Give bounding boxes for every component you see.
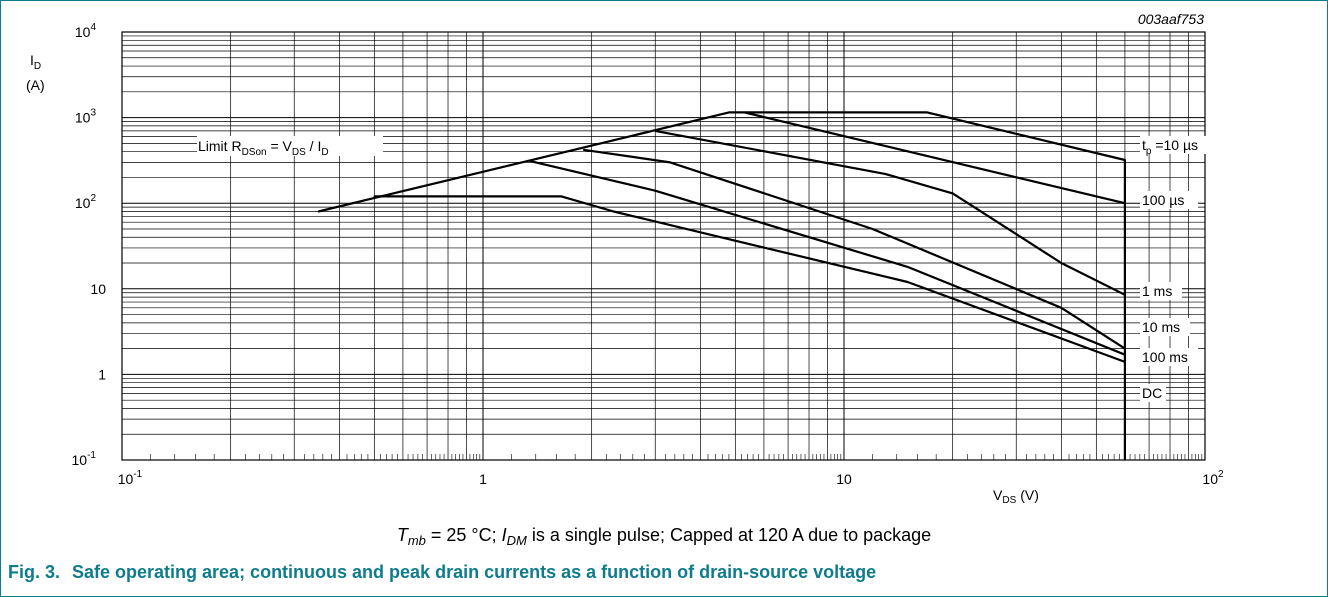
soa-curve-5 [529, 160, 1126, 356]
curve-point [884, 173, 886, 175]
figure-title: Fig. 3. Safe operating area; continuous a… [8, 562, 876, 583]
curve-point [1060, 306, 1063, 309]
plot-border [121, 31, 1206, 461]
y-axis-label: ID [30, 52, 41, 72]
curve-point [529, 160, 531, 162]
curve-label-bg [1140, 318, 1190, 336]
curve-point [560, 195, 563, 198]
curve-point [1124, 202, 1126, 204]
curve-point [373, 195, 376, 198]
curve-label: DC [1142, 385, 1162, 401]
curve-point [317, 210, 320, 213]
curve-point [1124, 347, 1126, 350]
y-tick-label: 10 [90, 281, 106, 297]
figure-title-text: Safe operating area; continuous and peak… [72, 562, 877, 582]
curve-label: 100 µs [1142, 192, 1184, 208]
curve-point [1124, 294, 1126, 296]
curve-label-bg [1140, 384, 1166, 402]
curve-point [743, 111, 746, 114]
soa-curve-2 [744, 111, 1126, 205]
curve-label: 100 ms [1142, 349, 1188, 365]
chart-caption: Tmb = 25 °C; IDM is a single pulse; Capp… [396, 525, 932, 548]
figure-code: 003aaf753 [1138, 11, 1204, 27]
curve-label: 1 ms [1142, 283, 1172, 299]
curve-label: 10 ms [1142, 319, 1180, 335]
soa-curve-6 [374, 195, 1126, 363]
x-tick-label: 1 [479, 471, 487, 487]
y-tick-label: 102 [75, 193, 97, 211]
curve-labels: tp =10 µs 100 µs 1 ms 10 ms 100 ms DC [1140, 136, 1214, 402]
curve-point [1060, 262, 1063, 264]
curve-point [1124, 361, 1126, 363]
curve-point [906, 281, 909, 283]
curve-point [1124, 459, 1126, 461]
x-tick-label: 102 [1202, 469, 1224, 487]
x-tick-label: 10 [836, 471, 852, 487]
x-tick-label: 10-1 [118, 469, 143, 487]
soa-curve-4 [583, 148, 1126, 350]
curve-point [1124, 353, 1126, 356]
figure-number: Fig. 3. [8, 562, 61, 582]
curve-label-bg [1140, 191, 1198, 209]
limit-rdson-annotation: Limit RDSon = VDS / ID [198, 138, 329, 158]
y-tick-labels: 10-1 1 10 102 103 104 [72, 22, 107, 468]
series-group [317, 111, 1127, 461]
curve-label-bg [1140, 282, 1182, 300]
curve-point [906, 266, 909, 268]
curve-point [654, 130, 657, 132]
curve-point [654, 189, 657, 192]
y-axis-unit: (A) [26, 77, 45, 93]
curve-point [728, 111, 730, 114]
curve-label: tp =10 µs [1142, 137, 1198, 157]
soa-curve-1 [318, 111, 1127, 460]
curve-point [871, 228, 874, 230]
curve-point [612, 210, 615, 213]
limit-annotation-bg [197, 136, 383, 156]
x-axis-label: VDS (V) [993, 487, 1039, 506]
curve-point [951, 192, 954, 195]
y-tick-label: 10-1 [72, 450, 97, 468]
curve-point [926, 111, 928, 114]
curve-point [1124, 159, 1126, 161]
curve-label-bg [1140, 136, 1214, 154]
curve-label-bg [1140, 348, 1198, 366]
grid-lines [121, 32, 1205, 461]
y-tick-label: 104 [75, 22, 97, 40]
y-tick-label: 103 [75, 108, 97, 126]
y-tick-label: 1 [98, 366, 106, 382]
x-tick-labels: 10-1 1 10 102 [118, 469, 1224, 487]
curve-point [669, 161, 671, 164]
curve-point [582, 149, 585, 151]
